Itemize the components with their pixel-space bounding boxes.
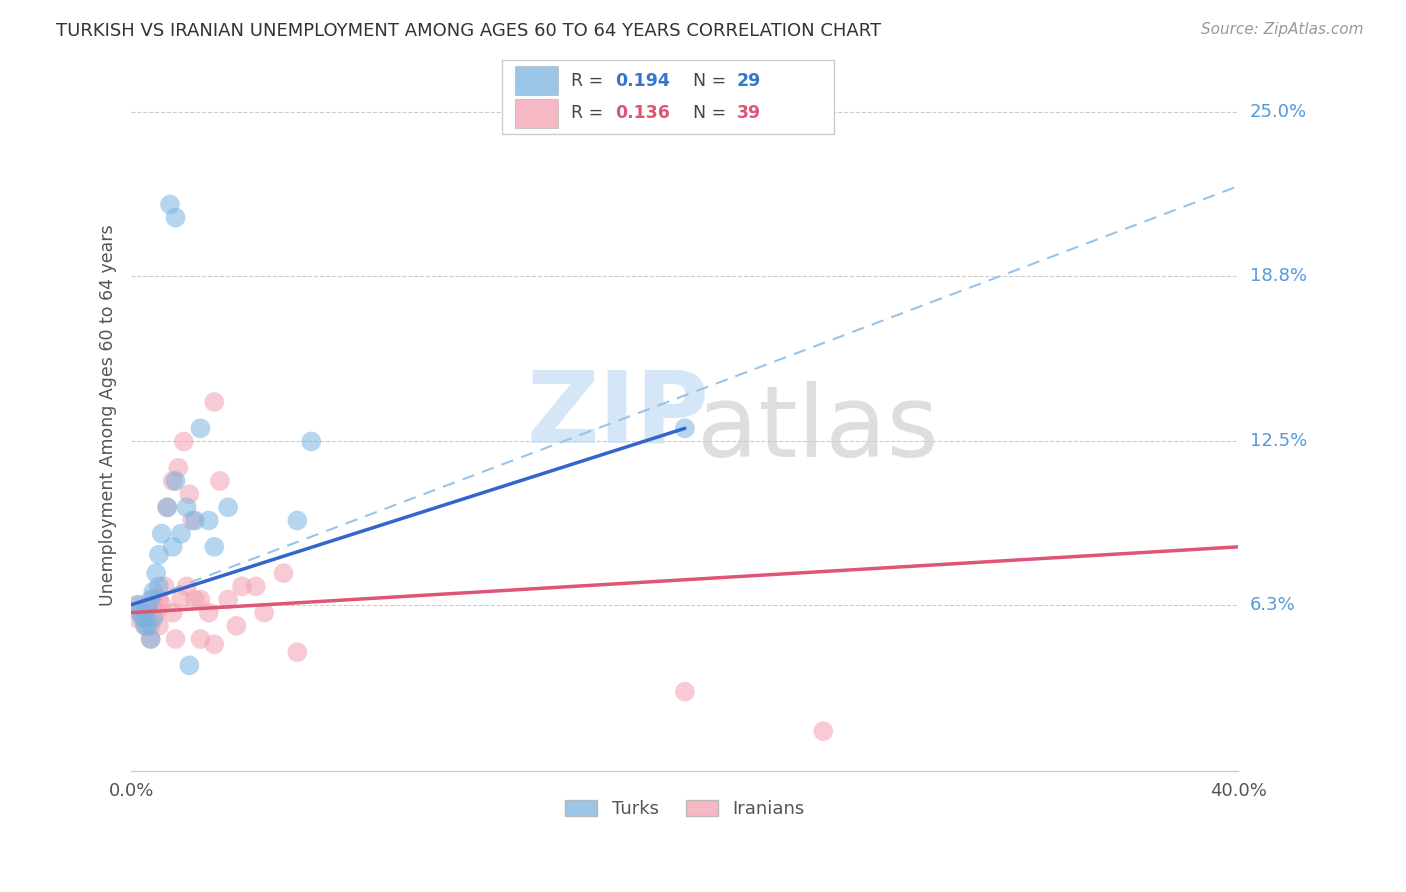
Point xyxy=(673,684,696,698)
Point xyxy=(173,434,195,449)
Point xyxy=(128,598,150,612)
FancyBboxPatch shape xyxy=(502,60,834,135)
Point xyxy=(139,632,162,646)
Point xyxy=(145,566,167,581)
Point xyxy=(156,500,179,515)
Text: 0.194: 0.194 xyxy=(614,71,671,89)
Text: 29: 29 xyxy=(737,71,761,89)
Point xyxy=(190,632,212,646)
Point xyxy=(136,619,159,633)
Text: 18.8%: 18.8% xyxy=(1250,267,1306,285)
Point xyxy=(134,619,156,633)
Point xyxy=(179,658,201,673)
Point xyxy=(167,460,190,475)
Legend: Turks, Iranians: Turks, Iranians xyxy=(558,793,813,826)
Point xyxy=(148,548,170,562)
Point xyxy=(159,197,181,211)
Point xyxy=(190,421,212,435)
Point xyxy=(813,724,835,739)
Point xyxy=(142,584,165,599)
Point xyxy=(165,632,187,646)
Text: Source: ZipAtlas.com: Source: ZipAtlas.com xyxy=(1201,22,1364,37)
Point xyxy=(190,592,212,607)
Text: atlas: atlas xyxy=(697,381,939,478)
Bar xyxy=(516,99,558,128)
Text: ZIP: ZIP xyxy=(527,367,710,464)
Point xyxy=(217,500,239,515)
Point xyxy=(145,606,167,620)
Point xyxy=(181,514,204,528)
Point xyxy=(139,632,162,646)
Point xyxy=(139,619,162,633)
Point xyxy=(136,606,159,620)
Point xyxy=(208,474,231,488)
Point xyxy=(162,540,184,554)
Point xyxy=(673,421,696,435)
Point xyxy=(150,526,173,541)
Point xyxy=(156,500,179,515)
Point xyxy=(176,579,198,593)
Point xyxy=(153,579,176,593)
Point xyxy=(125,611,148,625)
Point xyxy=(131,611,153,625)
Point xyxy=(197,606,219,620)
Point xyxy=(170,526,193,541)
Point xyxy=(165,211,187,225)
Point xyxy=(197,514,219,528)
Point xyxy=(148,592,170,607)
Text: N =: N = xyxy=(693,104,731,122)
Point xyxy=(148,579,170,593)
Point xyxy=(202,637,225,651)
Point xyxy=(125,598,148,612)
Point xyxy=(136,600,159,615)
Text: 0.136: 0.136 xyxy=(614,104,671,122)
Point xyxy=(285,645,308,659)
Point xyxy=(202,540,225,554)
Y-axis label: Unemployment Among Ages 60 to 64 years: Unemployment Among Ages 60 to 64 years xyxy=(100,224,117,606)
Point xyxy=(245,579,267,593)
Point xyxy=(162,474,184,488)
Point xyxy=(150,598,173,612)
Point xyxy=(184,514,207,528)
Point xyxy=(285,514,308,528)
Point xyxy=(217,592,239,607)
Text: R =: R = xyxy=(571,71,609,89)
Point xyxy=(134,619,156,633)
Text: 12.5%: 12.5% xyxy=(1250,433,1306,450)
Point xyxy=(165,474,187,488)
Point xyxy=(170,592,193,607)
Point xyxy=(139,592,162,607)
Point xyxy=(142,611,165,625)
Text: TURKISH VS IRANIAN UNEMPLOYMENT AMONG AGES 60 TO 64 YEARS CORRELATION CHART: TURKISH VS IRANIAN UNEMPLOYMENT AMONG AG… xyxy=(56,22,882,40)
Point xyxy=(253,606,276,620)
Point xyxy=(162,606,184,620)
Text: N =: N = xyxy=(693,71,731,89)
Point xyxy=(176,500,198,515)
Text: 6.3%: 6.3% xyxy=(1250,596,1295,614)
Text: 39: 39 xyxy=(737,104,761,122)
Point xyxy=(231,579,253,593)
Point xyxy=(184,592,207,607)
Point xyxy=(202,395,225,409)
Point xyxy=(148,619,170,633)
Point xyxy=(225,619,247,633)
Point xyxy=(128,606,150,620)
Point xyxy=(273,566,295,581)
Point xyxy=(299,434,322,449)
Text: 25.0%: 25.0% xyxy=(1250,103,1306,121)
Point xyxy=(134,611,156,625)
Bar xyxy=(516,66,558,95)
Point xyxy=(131,606,153,620)
Point xyxy=(179,487,201,501)
Point xyxy=(142,592,165,607)
Text: R =: R = xyxy=(571,104,609,122)
